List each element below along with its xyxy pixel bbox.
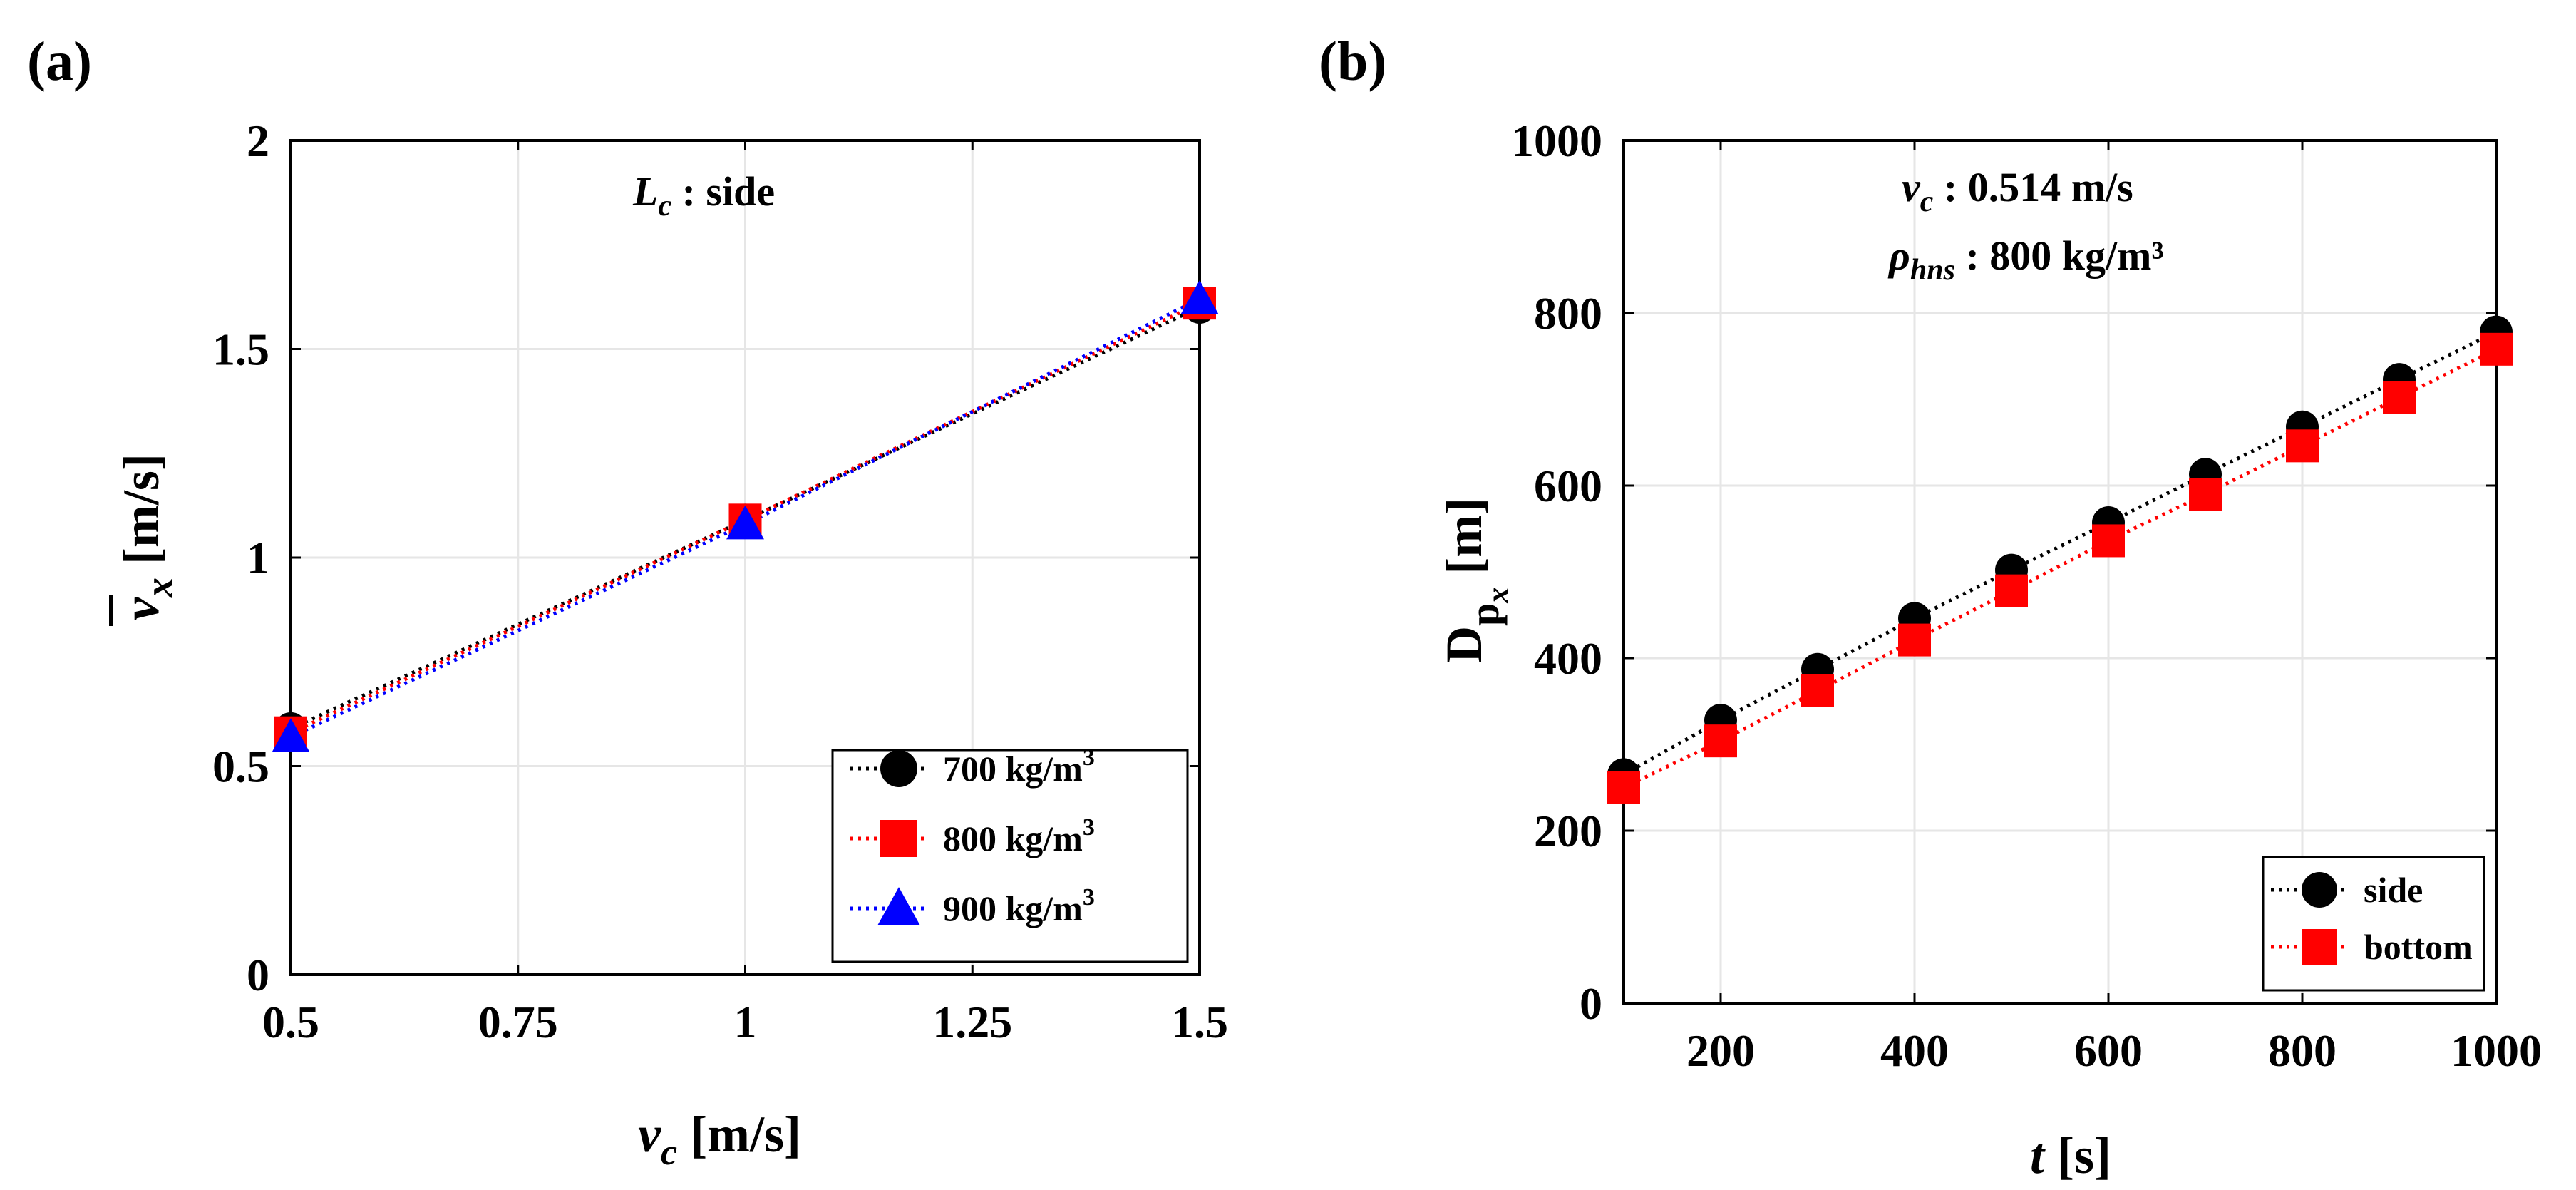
legend-marker-2	[877, 887, 920, 925]
y-tick-label: 0	[1580, 978, 1602, 1029]
panel-a-xlabel: vc [m/s]	[638, 1106, 801, 1173]
data-point-2-0	[272, 718, 310, 752]
panel-b-legend-box	[2262, 856, 2485, 992]
panel-b-ylabel: Dpx [m]	[1436, 498, 1515, 663]
panel-a-xlabel-symbol: v	[638, 1106, 661, 1163]
panel-a-ylabel-symbol: v	[113, 597, 170, 620]
panel-b-legend: side bottom	[2262, 856, 2485, 992]
y-tick-label: 200	[1534, 806, 1602, 856]
panel-b-plot-frame	[1622, 139, 2498, 1005]
data-point-1-5	[2092, 524, 2125, 558]
legend-marker-1	[2302, 929, 2337, 965]
y-tick-label: 400	[1534, 633, 1602, 684]
data-point-1-9	[2480, 332, 2513, 366]
y-tick-label: 800	[1534, 288, 1602, 339]
panel-a-ylabel-rest: [m/s]	[113, 453, 170, 578]
panel-b-annotation-2: ρhns : 800 kg/m³	[1887, 232, 2164, 287]
panel-a-ylabel-subscript: x	[138, 578, 182, 598]
legend-label-1: 800 kg/m3	[943, 814, 1095, 858]
panel-b: (b) 200 400 600 800 1000 0 200 400 600 800 1000 vc…	[1319, 30, 2542, 1184]
panel-a-label: (a)	[27, 30, 92, 92]
panel-b-annotation-1-symbol: v	[1902, 164, 1921, 210]
y-tick-label: 1000	[1511, 116, 1602, 166]
y-tick-label: 600	[1534, 461, 1602, 511]
panel-b-annotation-1-rest: : 0.514 m/s	[1933, 164, 2133, 210]
series-line-1	[1622, 347, 2498, 789]
y-tick-label: 1.5	[212, 324, 269, 375]
data-point-2-2	[1180, 279, 1219, 314]
legend-marker-0	[2302, 872, 2337, 908]
panel-a-grid	[291, 140, 1200, 975]
x-tick-label: 1000	[2451, 1025, 2542, 1076]
y-tick-label: 2	[247, 116, 269, 166]
y-tick-label: 0.5	[212, 742, 269, 792]
x-tick-label: 0.5	[262, 997, 319, 1047]
legend-label-0: 700 kg/m3	[943, 744, 1095, 789]
svg-text:Dpx [m]: Dpx [m]	[1436, 498, 1515, 663]
data-point-1-7	[2286, 429, 2319, 463]
legend-marker-0	[880, 750, 917, 787]
x-tick-label: 1.25	[932, 997, 1012, 1047]
data-point-1-0	[1607, 771, 1640, 804]
panel-b-ylabel-rest: [m]	[1436, 498, 1493, 588]
data-point-1-1	[1704, 724, 1737, 758]
x-tick-label: 1	[734, 997, 757, 1047]
panel-b-series	[1607, 315, 2513, 804]
data-point-1-2	[1801, 674, 1834, 707]
panel-a-annotation-symbol: L	[632, 168, 658, 215]
panel-b-annotation-2-symbol: ρ	[1887, 232, 1910, 279]
panel-b-grid	[1624, 140, 2496, 1003]
panel-a-ylabel: vx [m/s]	[109, 453, 182, 626]
panel-b-ylabel-symbol: D	[1436, 626, 1493, 663]
x-tick-label: 200	[1686, 1025, 1755, 1076]
series-line-2	[289, 297, 1201, 739]
panel-b-ylabel-subscript: p	[1461, 603, 1508, 626]
panel-a: (a) 0.5 0.75 1 1.25 1.500.511.52 Lc : side v…	[27, 30, 1228, 1173]
panel-b-annotation-1: vc : 0.514 m/s	[1902, 164, 2133, 218]
panel-a-annotation: Lc : side	[632, 168, 775, 222]
series-line-0	[289, 305, 1201, 731]
data-point-2-1	[726, 505, 764, 540]
panel-a-xlabel-rest: [m/s]	[677, 1106, 801, 1163]
panel-a-xlabel-subscript: c	[661, 1132, 677, 1173]
legend-label-2: 900 kg/m3	[943, 884, 1095, 928]
panel-a-ticks: 0.5 0.75 1 1.25 1.500.511.52	[212, 116, 1228, 1047]
data-point-1-8	[2383, 381, 2416, 414]
panel-b-annotation-2-subscript: hns	[1910, 254, 1955, 287]
x-tick-label: 0.75	[478, 997, 558, 1047]
x-tick-label: 800	[2268, 1025, 2337, 1076]
series-line-0	[1622, 330, 2498, 776]
data-point-1-4	[1995, 574, 2028, 607]
panel-b-xlabel-rest: [s]	[2044, 1127, 2111, 1184]
x-tick-label: 600	[2074, 1025, 2143, 1076]
y-tick-label: 1	[247, 533, 269, 583]
panel-a-series	[272, 279, 1219, 752]
legend-label-1: bottom	[2364, 927, 2473, 967]
panel-a-annotation-subscript: c	[658, 190, 671, 222]
panel-b-xlabel: t [s]	[2030, 1127, 2111, 1184]
data-point-1-6	[2189, 478, 2222, 511]
panel-b-ticks: 200 400 600 800 1000 0 200 400 600 800 1000	[1511, 116, 2542, 1076]
panel-b-annotation-2-rest: : 800 kg/m³	[1955, 232, 2164, 279]
legend-marker-1	[880, 820, 917, 857]
panel-b-ylabel-subsubscript: x	[1480, 588, 1515, 604]
panel-b-annotation-1-subscript: c	[1920, 185, 1934, 218]
x-tick-label: 1.5	[1171, 997, 1228, 1047]
x-tick-label: 400	[1880, 1025, 1949, 1076]
svg-text:vx [m/s]: vx [m/s]	[113, 453, 182, 620]
panel-a-annotation-rest: : side	[671, 168, 775, 215]
data-point-1-3	[1898, 623, 1931, 657]
panel-b-xlabel-symbol: t	[2030, 1127, 2046, 1184]
panel-a-legend: 700 kg/m3 800 kg/m3 900 kg/m3	[831, 744, 1189, 963]
series-line-1	[289, 301, 1201, 734]
panel-b-label: (b)	[1319, 30, 1386, 92]
legend-label-0: side	[2364, 870, 2423, 910]
y-tick-label: 0	[247, 950, 269, 1000]
